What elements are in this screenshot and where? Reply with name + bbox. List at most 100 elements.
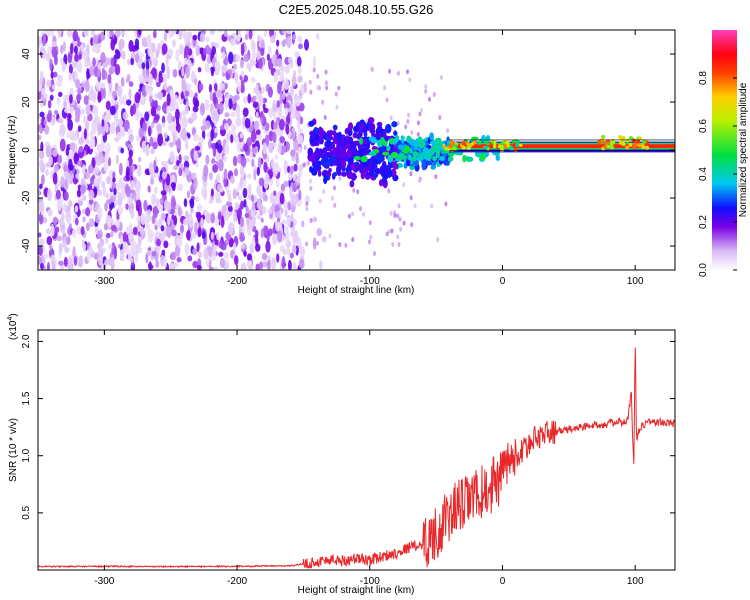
spectrogram-cell [138,126,145,139]
spectrogram-cell [137,219,141,233]
spectrogram-cell [232,125,237,131]
spectrogram-cell [170,182,176,189]
spectrogram-cell [477,141,482,145]
spectrogram-cell [233,63,237,70]
spectrogram-cell [251,59,257,66]
spectrogram-cell [257,157,262,169]
spectrogram-cell [69,42,74,55]
spectrogram-cell [356,189,360,195]
spectrogram-cell [449,139,454,145]
spectrogram-cell [161,122,166,129]
spectrogram-cell [250,77,256,83]
spectrogram-cell [386,164,394,169]
spectrogram-cell [213,109,219,118]
spectrogram-cell [330,141,336,150]
spectrogram-cell [194,145,201,151]
spectrogram-cell [76,168,80,174]
spectrogram-cell [160,225,165,232]
spectrogram-cell [156,81,161,88]
spectrogram-cell [42,33,46,46]
spectrogram-cell [100,52,106,65]
spectrogram-cell [119,249,125,262]
spectrogram-cell [82,195,87,202]
spectrogram-cell [112,171,116,179]
spectrogram-cell [208,83,213,93]
spectrogram-cell [287,56,293,64]
spectrogram-cell [398,152,405,158]
spectrogram-cell [163,132,168,139]
spectrogram-cell [628,135,633,140]
spectrogram-cell [492,143,497,149]
spectrogram-cell [112,90,118,99]
spectrogram-cell [382,151,390,156]
spectrogram-cell [114,112,118,126]
spectrogram-cell [128,149,133,158]
snr-series-line [38,347,675,569]
spectrogram-cell [230,134,234,144]
spectrogram-cell [483,145,488,150]
spectrogram-cell [63,256,68,268]
spectrogram-cell [392,163,399,170]
spectrogram-cell [223,30,228,37]
spectrogram-cell [97,143,103,153]
spectrogram-cell [505,141,510,145]
spectrogram-cell [53,164,59,173]
x-tick-label: -300 [94,576,114,587]
spectrogram-cell [260,217,264,223]
spectrogram-cell [139,226,145,237]
spectrogram-cell [82,216,86,223]
spectrogram-cell [242,107,249,117]
spectrogram-cell [253,120,260,131]
spectrogram-cell [389,115,393,121]
spectrogram-cell [161,43,168,55]
spectrogram-cell [54,226,60,234]
spectrogram-cell [59,130,64,137]
spectrogram-cell [103,223,108,231]
spectrogram-cell [416,120,420,126]
spectrogram-cell [223,252,229,260]
spectrogram-cell [240,243,246,250]
spectrogram-cell [209,30,216,35]
spectrogram-cell [86,56,91,63]
spectrogram-cell [188,89,194,98]
spectrogram-cell [162,140,167,146]
spectrogram-cell [346,148,352,159]
spectrogram-cell [184,242,190,256]
spectrogram-cell [138,30,142,36]
spectrogram-cell [316,85,320,91]
spectrogram-cell [57,154,63,165]
spectrogram-cell [411,155,417,162]
spectrogram-cell [134,53,140,63]
spectrogram-cell [240,79,245,85]
spectrogram-cell [56,235,62,242]
spectrogram-cell [257,95,264,107]
spectrogram-cell [274,154,279,160]
spectrogram-cell [121,50,126,60]
spectrogram-cell [224,112,230,118]
spectrogram-cell [223,168,228,180]
spectrogram-cell [39,102,44,108]
spectrogram-cell [264,194,268,202]
spectrogram-cell [128,88,132,100]
spectrogram-cell [47,188,52,202]
spectrogram-cell [248,260,253,270]
spectrogram-cell [361,127,368,134]
spectrogram-cell [151,250,156,257]
spectrogram-cell [253,169,257,181]
spectrogram-cell [324,80,328,86]
spectrogram-cell [270,158,275,169]
spectrogram-cell [63,179,69,191]
spectrogram-cell [194,92,198,99]
spectrogram-cell [239,216,245,228]
spectrogram-cell [46,261,50,270]
spectrogram-cell [337,85,341,91]
spectrogram-cell [255,83,259,95]
spectrogram-cell [337,169,342,177]
spectrogram-cell [234,255,239,266]
spectrogram-cell [236,111,241,125]
spectrogram-cell [370,151,377,156]
spectrogram-cell [173,215,178,226]
spectrogram-cell [108,243,113,250]
spectrogram-cell [239,232,245,243]
spectrogram-cell [221,64,227,74]
